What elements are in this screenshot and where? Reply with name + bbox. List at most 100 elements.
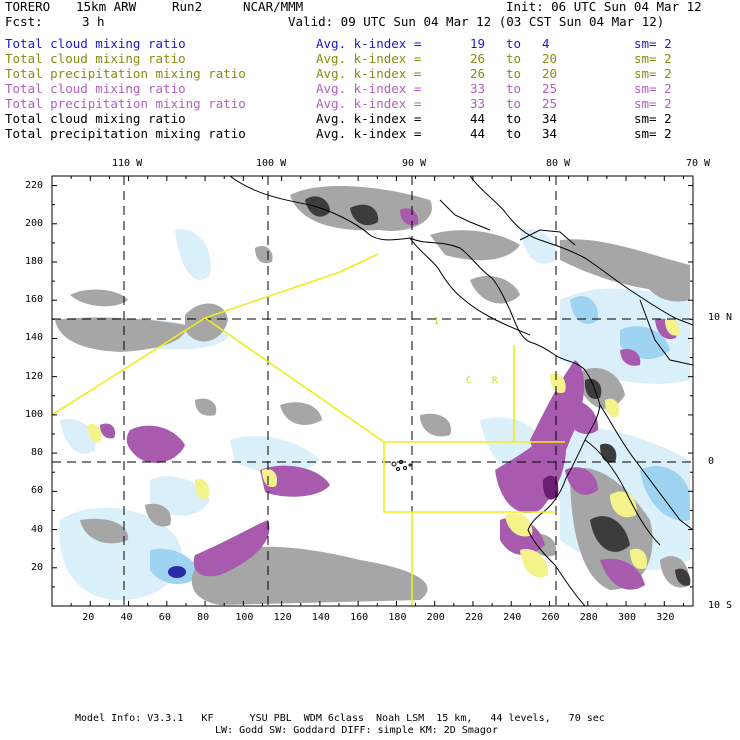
legend-from: 19 bbox=[470, 36, 486, 51]
y-tick-label: 180 bbox=[25, 256, 44, 267]
lon-label-110w: 110 W bbox=[112, 158, 143, 169]
run-label: Run2 bbox=[172, 0, 203, 14]
legend-to-word: to bbox=[506, 66, 522, 81]
lat-label-0: 0 bbox=[708, 456, 715, 467]
x-tick-label: 260 bbox=[541, 612, 560, 623]
y-tick-label: 60 bbox=[31, 485, 44, 497]
x-tick-label: 220 bbox=[464, 612, 484, 623]
legend-from: 44 bbox=[470, 111, 486, 126]
x-tick-label: 240 bbox=[503, 612, 522, 623]
legend-field: Total cloud mixing ratio bbox=[5, 36, 186, 51]
legend-to: 34 bbox=[542, 126, 558, 141]
legend-from: 33 bbox=[470, 96, 486, 111]
organization: NCAR/MMM bbox=[243, 0, 304, 14]
y-tick-label: 120 bbox=[25, 370, 44, 382]
model-name: TORERO bbox=[5, 0, 51, 14]
legend-from: 26 bbox=[470, 66, 486, 81]
physics-info: LW: Godd SW: Goddard DIFF: simple KM: 2D… bbox=[215, 725, 498, 736]
y-tick-label: 160 bbox=[25, 294, 44, 306]
legend-kindex: Avg. k-index = bbox=[316, 126, 422, 141]
legend-to: 20 bbox=[542, 66, 558, 81]
x-tick-label: 320 bbox=[656, 612, 675, 623]
lon-label-100w: 100 W bbox=[256, 158, 287, 169]
x-tick-label: 20 bbox=[82, 612, 95, 623]
x-tick-label: 80 bbox=[197, 612, 210, 623]
legend-to: 4 bbox=[542, 36, 550, 51]
islands bbox=[391, 460, 412, 471]
legend-to: 34 bbox=[542, 111, 558, 126]
legend-to: 25 bbox=[542, 96, 558, 111]
legend-to-word: to bbox=[506, 81, 522, 96]
x-tick-label: 40 bbox=[120, 612, 133, 623]
y-tick-label: 140 bbox=[25, 332, 44, 344]
maritime-zones bbox=[52, 253, 565, 606]
legend-sm: sm= 2 bbox=[634, 66, 672, 81]
model-info: Model Info: V3.3.1 KF YSU PBL WDM 6class… bbox=[75, 713, 605, 724]
x-tick-label: 180 bbox=[388, 612, 407, 623]
map-label-c: C bbox=[466, 376, 471, 386]
init-time: Init: 06 UTC Sun 04 Mar 12 bbox=[506, 0, 702, 14]
legend-field: Total precipitation mixing ratio bbox=[5, 96, 246, 111]
y-tick-label: 80 bbox=[31, 447, 44, 459]
legend-kindex: Avg. k-index = bbox=[316, 36, 422, 51]
x-tick-label: 120 bbox=[273, 612, 292, 623]
legend-from: 33 bbox=[470, 81, 486, 96]
legend-kindex: Avg. k-index = bbox=[316, 96, 422, 111]
legend-to-word: to bbox=[506, 111, 522, 126]
y-tick-label: 20 bbox=[31, 561, 44, 573]
legend-to-word: to bbox=[506, 126, 522, 141]
resolution: 15km ARW bbox=[76, 0, 137, 14]
y-tick-label: 200 bbox=[25, 217, 44, 229]
lon-label-80w: 80 W bbox=[546, 158, 571, 169]
legend-to: 25 bbox=[542, 81, 558, 96]
legend-to-word: to bbox=[506, 51, 522, 66]
dark-gray-cores bbox=[305, 196, 691, 586]
legend-sm: sm= 2 bbox=[634, 51, 672, 66]
x-tick-label: 200 bbox=[426, 612, 445, 623]
deep-blue-cores bbox=[168, 566, 186, 578]
legend-to: 20 bbox=[542, 51, 558, 66]
dark-purple-cores bbox=[542, 475, 559, 500]
legend-to-word: to bbox=[506, 36, 522, 51]
legend-kindex: Avg. k-index = bbox=[316, 66, 422, 81]
legend-sm: sm= 2 bbox=[634, 96, 672, 111]
legend-sm: sm= 2 bbox=[634, 111, 672, 126]
map-label-mark: I bbox=[434, 317, 439, 327]
lat-label-10s: 10 S bbox=[708, 600, 733, 611]
lat-lon-grid bbox=[52, 176, 693, 606]
y-tick-label: 220 bbox=[25, 179, 44, 191]
map-label-r: R bbox=[492, 376, 498, 386]
x-tick-label: 140 bbox=[311, 612, 330, 623]
legend-field: Total precipitation mixing ratio bbox=[5, 66, 246, 81]
x-tick-label: 60 bbox=[158, 612, 171, 623]
x-tick-label: 160 bbox=[350, 612, 369, 623]
lon-label-90w: 90 W bbox=[402, 158, 427, 169]
legend-to-word: to bbox=[506, 96, 522, 111]
lon-label-70w: 70 W bbox=[686, 158, 711, 169]
lat-label-10n: 10 N bbox=[708, 312, 733, 323]
x-tick-label: 300 bbox=[618, 612, 637, 623]
legend-kindex: Avg. k-index = bbox=[316, 51, 422, 66]
legend-sm: sm= 2 bbox=[634, 126, 672, 141]
legend-field: Total precipitation mixing ratio bbox=[5, 126, 246, 141]
valid-time: Valid: 09 UTC Sun 04 Mar 12 (03 CST Sun … bbox=[288, 14, 665, 29]
y-tick-label: 40 bbox=[31, 523, 44, 535]
legend-from: 26 bbox=[470, 51, 486, 66]
legend-sm: sm= 2 bbox=[634, 36, 672, 51]
legend-field: Total cloud mixing ratio bbox=[5, 111, 186, 126]
yellow-precip-areas bbox=[87, 318, 680, 578]
legend-field: Total cloud mixing ratio bbox=[5, 81, 186, 96]
forecast-value: 3 h bbox=[82, 14, 105, 29]
legend-kindex: Avg. k-index = bbox=[316, 111, 422, 126]
forecast-label: Fcst: bbox=[5, 14, 43, 29]
legend-from: 44 bbox=[470, 126, 486, 141]
legend-kindex: Avg. k-index = bbox=[316, 81, 422, 96]
tick-marks bbox=[51, 176, 693, 607]
x-tick-label: 280 bbox=[579, 612, 598, 623]
legend-field: Total cloud mixing ratio bbox=[5, 51, 186, 66]
plot-frame bbox=[51, 175, 694, 607]
y-tick-label: 100 bbox=[25, 408, 44, 420]
legend-sm: sm= 2 bbox=[634, 81, 672, 96]
x-tick-label: 100 bbox=[235, 612, 254, 623]
